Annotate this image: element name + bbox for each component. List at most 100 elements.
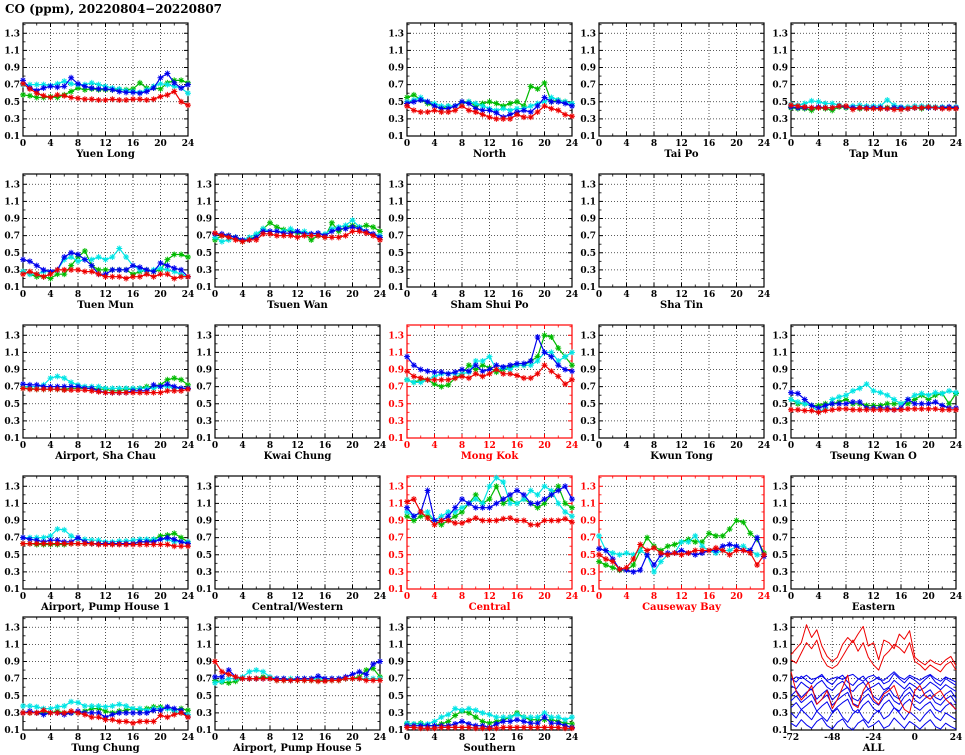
y-tick-label: 0.9 <box>4 64 20 74</box>
chart-mong-kok: 0 4 8 12 16 20 24 0.1 0.3 0.5 0.7 0.9 1.1 1.3 Mong Kok <box>388 324 578 462</box>
x-tick-label: 8 <box>75 733 81 743</box>
y-tick-label: 1.3 <box>772 623 788 633</box>
y-tick-label: 0.5 <box>580 98 596 108</box>
x-tick-label: 8 <box>75 290 81 300</box>
chart-eastern: 0 4 8 12 16 20 24 0.1 0.3 0.5 0.7 0.9 1.1 1.3 Eastern <box>772 475 962 613</box>
x-tick-label: 16 <box>895 592 908 602</box>
x-tick-label: 20 <box>730 290 743 300</box>
series-line-blue <box>790 707 957 724</box>
x-tick-label: 16 <box>511 139 524 149</box>
x-tick-label: 12 <box>483 139 496 149</box>
y-tick-label: 0.5 <box>772 400 788 410</box>
y-tick-label: 1.1 <box>4 197 20 207</box>
y-tick-label: 0.1 <box>196 434 212 444</box>
x-tick-label: 0 <box>596 290 602 300</box>
x-tick-label: -48 <box>824 733 840 743</box>
series-markers-red <box>404 724 575 732</box>
x-tick-label: 16 <box>703 441 716 451</box>
y-tick-label: 0.9 <box>4 658 20 668</box>
y-tick-label: 0.7 <box>4 383 20 393</box>
x-tick-label: 0 <box>788 592 794 602</box>
x-tick-label: 4 <box>623 139 629 149</box>
y-tick-label: 0.7 <box>388 534 404 544</box>
chart-title: Airport, Sha Chau <box>54 451 156 462</box>
y-tick-label: 1.3 <box>196 482 212 492</box>
x-tick-label: 8 <box>843 592 849 602</box>
x-tick-label: 4 <box>431 441 437 451</box>
x-tick-label: 12 <box>483 733 496 743</box>
x-tick-label: 8 <box>459 441 465 451</box>
x-tick-label: 12 <box>867 592 880 602</box>
x-tick-label: 0 <box>212 592 218 602</box>
chart-title: Airport, Pump House 1 <box>40 602 170 613</box>
x-tick-label: 20 <box>154 733 167 743</box>
y-tick-label: 0.5 <box>388 400 404 410</box>
x-tick-label: 16 <box>319 733 332 743</box>
y-tick-label: 1.1 <box>4 499 20 509</box>
x-tick-label: 0 <box>788 139 794 149</box>
chart-title: Tseung Kwan O <box>830 451 917 462</box>
x-tick-label: 16 <box>319 592 332 602</box>
x-tick-label: 12 <box>675 592 688 602</box>
y-tick-label: 1.1 <box>388 348 404 358</box>
y-tick-label: 0.5 <box>388 551 404 561</box>
y-tick-label: 1.3 <box>580 29 596 39</box>
x-tick-label: 20 <box>538 592 551 602</box>
x-tick-label: 4 <box>47 592 53 602</box>
y-tick-label: 0.9 <box>772 517 788 527</box>
y-tick-label: 0.3 <box>388 266 404 276</box>
chart-title: Tung Chung <box>71 743 139 754</box>
chart-title: ALL <box>862 743 885 754</box>
y-tick-label: 0.5 <box>580 551 596 561</box>
y-tick-label: 0.7 <box>388 675 404 685</box>
y-tick-label: 1.1 <box>580 197 596 207</box>
x-tick-label: 4 <box>47 441 53 451</box>
chart-sha-tin: 0 4 8 12 16 20 24 0.1 0.3 0.5 0.7 0.9 1.1 1.3 Sha Tin <box>580 173 770 311</box>
x-tick-label: 20 <box>538 290 551 300</box>
series-line-blue <box>790 673 957 686</box>
chart-tai-po: 0 4 8 12 16 20 24 0.1 0.3 0.5 0.7 0.9 1.1 1.3 Tai Po <box>580 22 770 160</box>
y-tick-label: 0.7 <box>4 81 20 91</box>
x-tick-label: 20 <box>538 733 551 743</box>
y-tick-label: 0.3 <box>772 568 788 578</box>
y-tick-label: 0.1 <box>772 585 788 595</box>
x-tick-label: 12 <box>867 441 880 451</box>
y-tick-label: 0.7 <box>196 383 212 393</box>
series-markers-red <box>212 228 383 245</box>
y-tick-label: 0.3 <box>580 568 596 578</box>
page-title: CO (ppm), 20220804−20220807 <box>5 2 223 16</box>
x-tick-label: 20 <box>538 139 551 149</box>
x-tick-label: 0 <box>404 290 410 300</box>
chart-title: Central <box>469 602 511 613</box>
x-tick-label: 8 <box>843 441 849 451</box>
series-line-blue <box>790 717 957 731</box>
x-tick-label: 20 <box>154 592 167 602</box>
x-tick-label: 4 <box>815 441 821 451</box>
y-tick-label: 0.5 <box>4 551 20 561</box>
x-tick-label: 16 <box>127 441 140 451</box>
x-tick-label: 16 <box>319 290 332 300</box>
x-tick-label: 16 <box>127 139 140 149</box>
chart-title: Mong Kok <box>461 451 520 462</box>
y-tick-label: 1.3 <box>580 331 596 341</box>
y-tick-label: 0.7 <box>772 675 788 685</box>
x-tick-label: 12 <box>867 139 880 149</box>
y-tick-label: 1.1 <box>4 348 20 358</box>
x-tick-label: 4 <box>239 733 245 743</box>
y-tick-label: 0.3 <box>4 266 20 276</box>
x-tick-label: 12 <box>483 290 496 300</box>
x-tick-label: 4 <box>239 290 245 300</box>
x-tick-label: 12 <box>99 139 112 149</box>
x-tick-label: 16 <box>511 592 524 602</box>
y-tick-label: 0.9 <box>196 517 212 527</box>
y-tick-label: 0.9 <box>580 517 596 527</box>
x-tick-label: 0 <box>20 290 26 300</box>
x-tick-label: 20 <box>154 290 167 300</box>
chart-airport-pump-house-5: 0 4 8 12 16 20 24 0.1 0.3 0.5 0.7 0.9 1.1 1.3 Airport,… <box>196 616 386 754</box>
x-tick-label: 12 <box>291 592 304 602</box>
y-tick-label: 0.9 <box>388 215 404 225</box>
x-tick-label: 8 <box>651 592 657 602</box>
x-tick-label: 24 <box>182 139 195 149</box>
y-tick-label: 0.9 <box>580 215 596 225</box>
